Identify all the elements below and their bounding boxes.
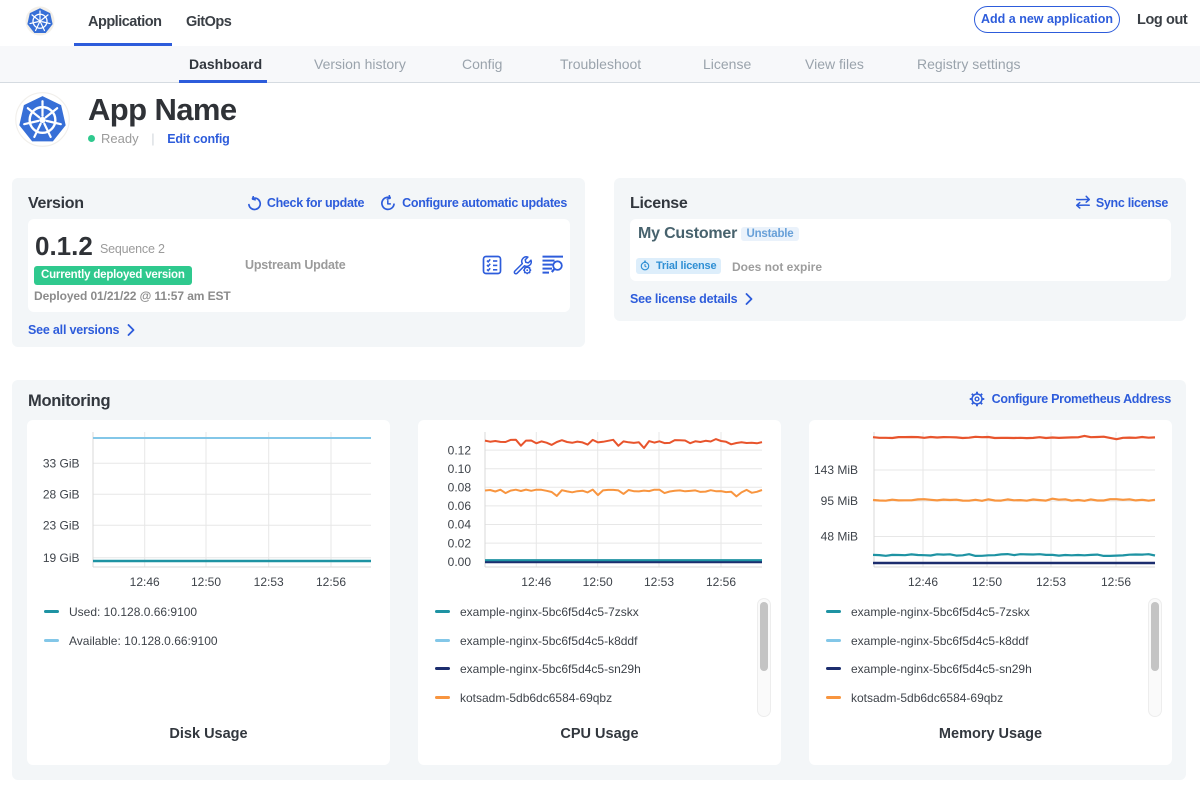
svg-text:0.08: 0.08 [448,481,472,495]
svg-text:12:53: 12:53 [644,575,674,589]
svg-text:12:50: 12:50 [972,575,1002,589]
svg-text:12:46: 12:46 [521,575,551,589]
svg-text:12:56: 12:56 [706,575,736,589]
svg-text:12:53: 12:53 [254,575,284,589]
svg-text:0.04: 0.04 [448,518,472,532]
svg-text:12:56: 12:56 [316,575,346,589]
svg-text:0.06: 0.06 [448,499,472,513]
svg-text:0.12: 0.12 [448,443,472,457]
svg-text:48 MiB: 48 MiB [821,530,858,544]
svg-text:12:50: 12:50 [583,575,613,589]
svg-text:12:53: 12:53 [1036,575,1066,589]
svg-text:33 GiB: 33 GiB [43,457,80,471]
svg-text:28 GiB: 28 GiB [43,488,80,502]
svg-text:12:46: 12:46 [130,575,160,589]
svg-text:0.02: 0.02 [448,536,472,550]
svg-text:143 MiB: 143 MiB [814,463,858,477]
svg-text:12:56: 12:56 [1101,575,1131,589]
svg-text:0.10: 0.10 [448,462,472,476]
svg-text:12:46: 12:46 [908,575,938,589]
svg-text:12:50: 12:50 [191,575,221,589]
svg-text:19 GiB: 19 GiB [43,551,80,565]
svg-text:0.00: 0.00 [448,555,472,569]
svg-text:95 MiB: 95 MiB [821,494,858,508]
svg-text:23 GiB: 23 GiB [43,519,80,533]
